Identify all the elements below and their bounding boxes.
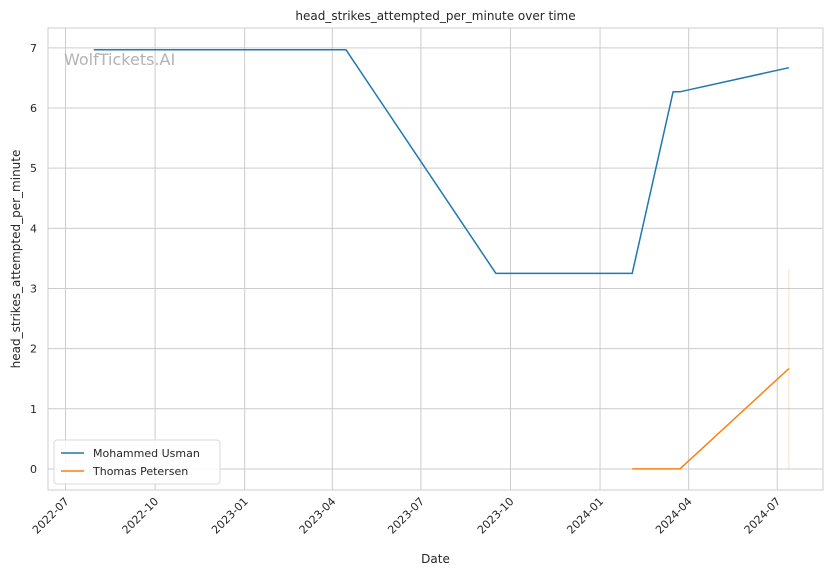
legend-box	[53, 439, 221, 485]
y-tick-label: 2	[30, 343, 37, 356]
series-line-mohammed-usman	[93, 48, 790, 275]
x-axis-label: Date	[421, 552, 450, 566]
legend: Mohammed Usman Thomas Petersen	[53, 439, 221, 485]
series-layer	[93, 48, 790, 470]
y-tick-label: 3	[30, 282, 37, 295]
y-tick-label: 6	[30, 102, 37, 115]
chart-title: head_strikes_attempted_per_minute over t…	[295, 9, 575, 23]
watermark-text: WolfTickets.AI	[64, 50, 175, 69]
y-tick-label: 7	[30, 42, 37, 55]
series-line-thomas-petersen	[632, 367, 790, 470]
y-tick-labels: 0 1 2 3 4 5 6 7	[30, 42, 37, 476]
grid-lines	[48, 28, 823, 490]
legend-label-mohammed-usman: Mohammed Usman	[93, 447, 200, 460]
y-tick-label: 0	[30, 463, 37, 476]
y-axis-label: head_strikes_attempted_per_minute	[9, 150, 23, 369]
y-tick-label: 1	[30, 403, 37, 416]
legend-label-thomas-petersen: Thomas Petersen	[92, 465, 188, 478]
y-tick-label: 4	[30, 222, 37, 235]
y-tick-label: 5	[30, 162, 37, 175]
plot-frame	[47, 27, 824, 491]
